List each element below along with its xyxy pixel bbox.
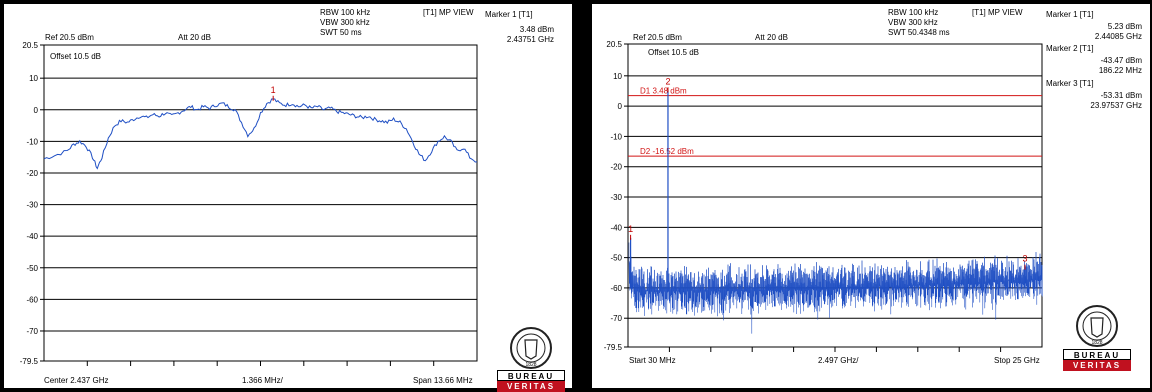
y-tick-label: 10: [29, 74, 38, 83]
trace-line: [43, 98, 478, 170]
marker-1-frequency: 2.43751 GHz: [506, 35, 554, 44]
vbw-label: VBW 300 kHz: [888, 18, 938, 27]
attenuation-label: Att 20 dB: [178, 33, 211, 42]
seal-graphic: 1828: [1076, 305, 1118, 347]
marker-1-frequency: 2.44085 GHz: [1094, 32, 1142, 41]
spectrum-plot-2: 20.5 10 0 -10 -20 -30 -40 -50 -60 -70 -79.5 D1 3.48…: [604, 40, 1043, 352]
span-label: Span 13.66 MHz: [413, 376, 473, 385]
marker-2-title: Marker 2 [T1]: [1046, 44, 1094, 53]
bureau-veritas-seal-icon: 1828: [509, 326, 553, 370]
y-tick-label: -10: [26, 137, 38, 146]
y-tick-label: -79.5: [20, 357, 39, 366]
y-tick-label: -50: [610, 254, 622, 263]
stop-frequency-label: Stop 25 GHz: [994, 356, 1040, 365]
sweep-time-label: SWT 50.4348 ms: [888, 28, 950, 37]
view-mode-label: [T1] MP VIEW: [423, 8, 474, 17]
y-tick-label: -20: [26, 169, 38, 178]
seal-year: 1828: [1091, 340, 1102, 346]
marker-3-frequency: 23.97537 GHz: [1090, 101, 1142, 110]
rbw-label: RBW 100 kHz: [320, 8, 371, 17]
bureau-veritas-wordmark: BUREAU VERITAS: [497, 370, 565, 392]
display-line-label: D1 3.48 dBm: [640, 87, 687, 96]
y-tick-label: 20.5: [606, 40, 622, 49]
sweep-time-label: SWT 50 ms: [320, 28, 362, 37]
ref-level-label: Ref 20.5 dBm: [633, 33, 682, 42]
y-tick-label: 0: [618, 102, 623, 111]
division-label: 1.366 MHz/: [242, 376, 283, 385]
wordmark-top: BUREAU: [1063, 349, 1131, 360]
start-frequency-label: Start 30 MHz: [629, 356, 676, 365]
marker-3-level: -53.31 dBm: [1100, 91, 1142, 100]
spectrum-plot-1: 20.5 10 0 -10 -20 -30 -40 -50 -60 -70 -79.5 1: [20, 41, 478, 366]
wordmark-bottom: VERITAS: [1063, 360, 1131, 371]
wordmark-bottom: VERITAS: [497, 381, 565, 392]
y-tick-label: 0: [34, 106, 39, 115]
plot-frame: [43, 44, 478, 362]
marker-3-title: Marker 3 [T1]: [1046, 79, 1094, 88]
y-tick-label: -60: [610, 284, 622, 293]
y-tick-label: -30: [26, 201, 38, 210]
marker-2-level: -43.47 dBm: [1100, 56, 1142, 65]
y-tick-label: 10: [613, 72, 622, 81]
y-tick-label: -70: [26, 327, 38, 336]
marker-label: 1: [628, 224, 633, 234]
attenuation-label: Att 20 dB: [755, 33, 788, 42]
y-tick-label: -30: [610, 193, 622, 202]
start-frequency-label: Center 2.437 GHz: [44, 376, 109, 385]
bureau-veritas-wordmark: BUREAU VERITAS: [1063, 349, 1131, 371]
display-line-label: D2 -16.52 dBm: [640, 147, 694, 156]
view-mode-label: [T1] MP VIEW: [972, 8, 1023, 17]
marker-1-title: Marker 1 [T1]: [485, 10, 533, 19]
y-tick-label: -40: [26, 232, 38, 241]
offset-label: Offset 10.5 dB: [648, 48, 699, 57]
y-tick-label: -70: [610, 314, 622, 323]
seal-year: 1828: [525, 362, 536, 368]
marker-1-level: 5.23 dBm: [1107, 22, 1142, 31]
vbw-label: VBW 300 kHz: [320, 18, 370, 27]
y-tick-label: -20: [610, 163, 622, 172]
y-tick-label: -79.5: [604, 343, 623, 352]
marker-2-frequency: 186.22 MHz: [1098, 66, 1142, 75]
y-tick-label: 20.5: [22, 41, 38, 50]
y-tick-label: -60: [26, 295, 38, 304]
y-tick-label: -10: [610, 132, 622, 141]
ref-level-label: Ref 20.5 dBm: [45, 33, 94, 42]
seal-graphic: 1828: [510, 327, 552, 369]
marker-label: 3: [1023, 254, 1028, 264]
y-tick-label: -50: [26, 264, 38, 273]
division-label: 2.497 GHz/: [818, 356, 859, 365]
y-tick-label: -40: [610, 223, 622, 232]
trace-noise: [628, 242, 1043, 334]
wordmark-top: BUREAU: [497, 370, 565, 381]
marker-1-title: Marker 1 [T1]: [1046, 10, 1094, 19]
marker-1-level: 3.48 dBm: [519, 25, 554, 34]
bureau-veritas-seal-icon: 1828: [1075, 304, 1119, 348]
spectrum-panel-1: Ref 20.5 dBm Att 20 dB RBW 100 kHz VBW 3…: [4, 4, 572, 392]
rbw-label: RBW 100 kHz: [888, 8, 939, 17]
offset-label: Offset 10.5 dB: [50, 52, 101, 61]
marker-label: 2: [665, 76, 670, 86]
marker-label: 1: [271, 85, 276, 95]
spectrum-panel-2: Ref 20.5 dBm Att 20 dB RBW 100 kHz VBW 3…: [592, 4, 1150, 388]
